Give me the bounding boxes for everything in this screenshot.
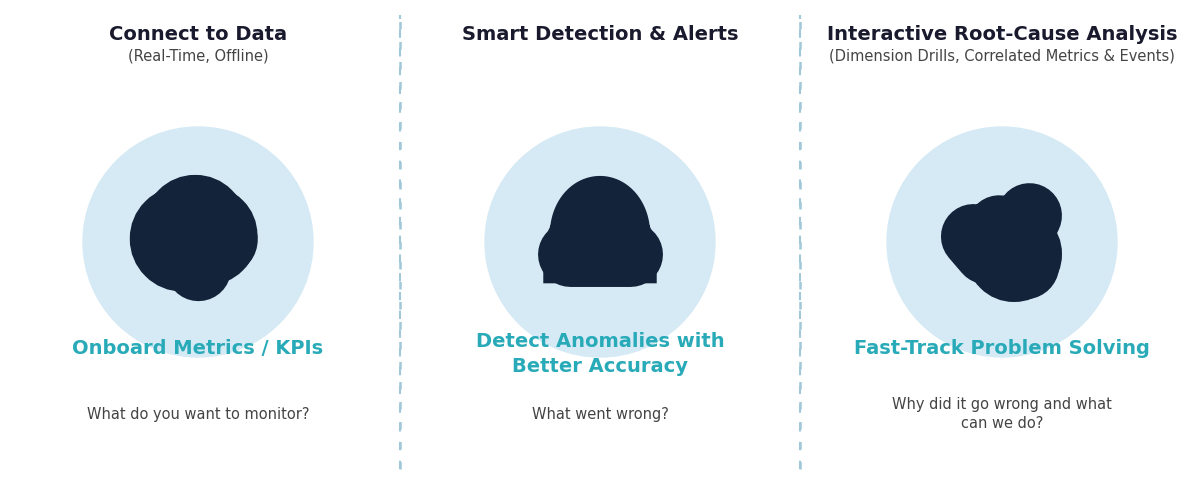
Text: (Dimension Drills, Correlated Metrics & Events): (Dimension Drills, Correlated Metrics & …: [829, 48, 1175, 63]
Text: What do you want to monitor?: What do you want to monitor?: [86, 407, 310, 422]
Circle shape: [596, 242, 604, 249]
Text: Detect Anomalies with
Better Accuracy: Detect Anomalies with Better Accuracy: [475, 332, 725, 376]
Circle shape: [595, 201, 605, 210]
Circle shape: [166, 222, 199, 255]
Circle shape: [887, 127, 1117, 357]
Circle shape: [83, 127, 313, 357]
Text: (Real-Time, Offline): (Real-Time, Offline): [127, 48, 269, 63]
Text: Smart Detection & Alerts: Smart Detection & Alerts: [462, 25, 738, 44]
Bar: [166, 235, 230, 245]
Circle shape: [485, 127, 715, 357]
Text: Why did it go wrong and what
can we do?: Why did it go wrong and what can we do?: [892, 396, 1112, 431]
Circle shape: [595, 257, 605, 267]
Text: What went wrong?: What went wrong?: [532, 407, 668, 422]
Text: Fast-Track Problem Solving: Fast-Track Problem Solving: [854, 339, 1150, 359]
Circle shape: [194, 222, 221, 249]
Text: Interactive Root-Cause Analysis: Interactive Root-Cause Analysis: [827, 25, 1177, 44]
Polygon shape: [572, 205, 628, 254]
Text: Connect to Data: Connect to Data: [109, 25, 287, 44]
Circle shape: [180, 211, 211, 242]
Text: Onboard Metrics / KPIs: Onboard Metrics / KPIs: [72, 339, 324, 359]
Polygon shape: [188, 231, 208, 241]
